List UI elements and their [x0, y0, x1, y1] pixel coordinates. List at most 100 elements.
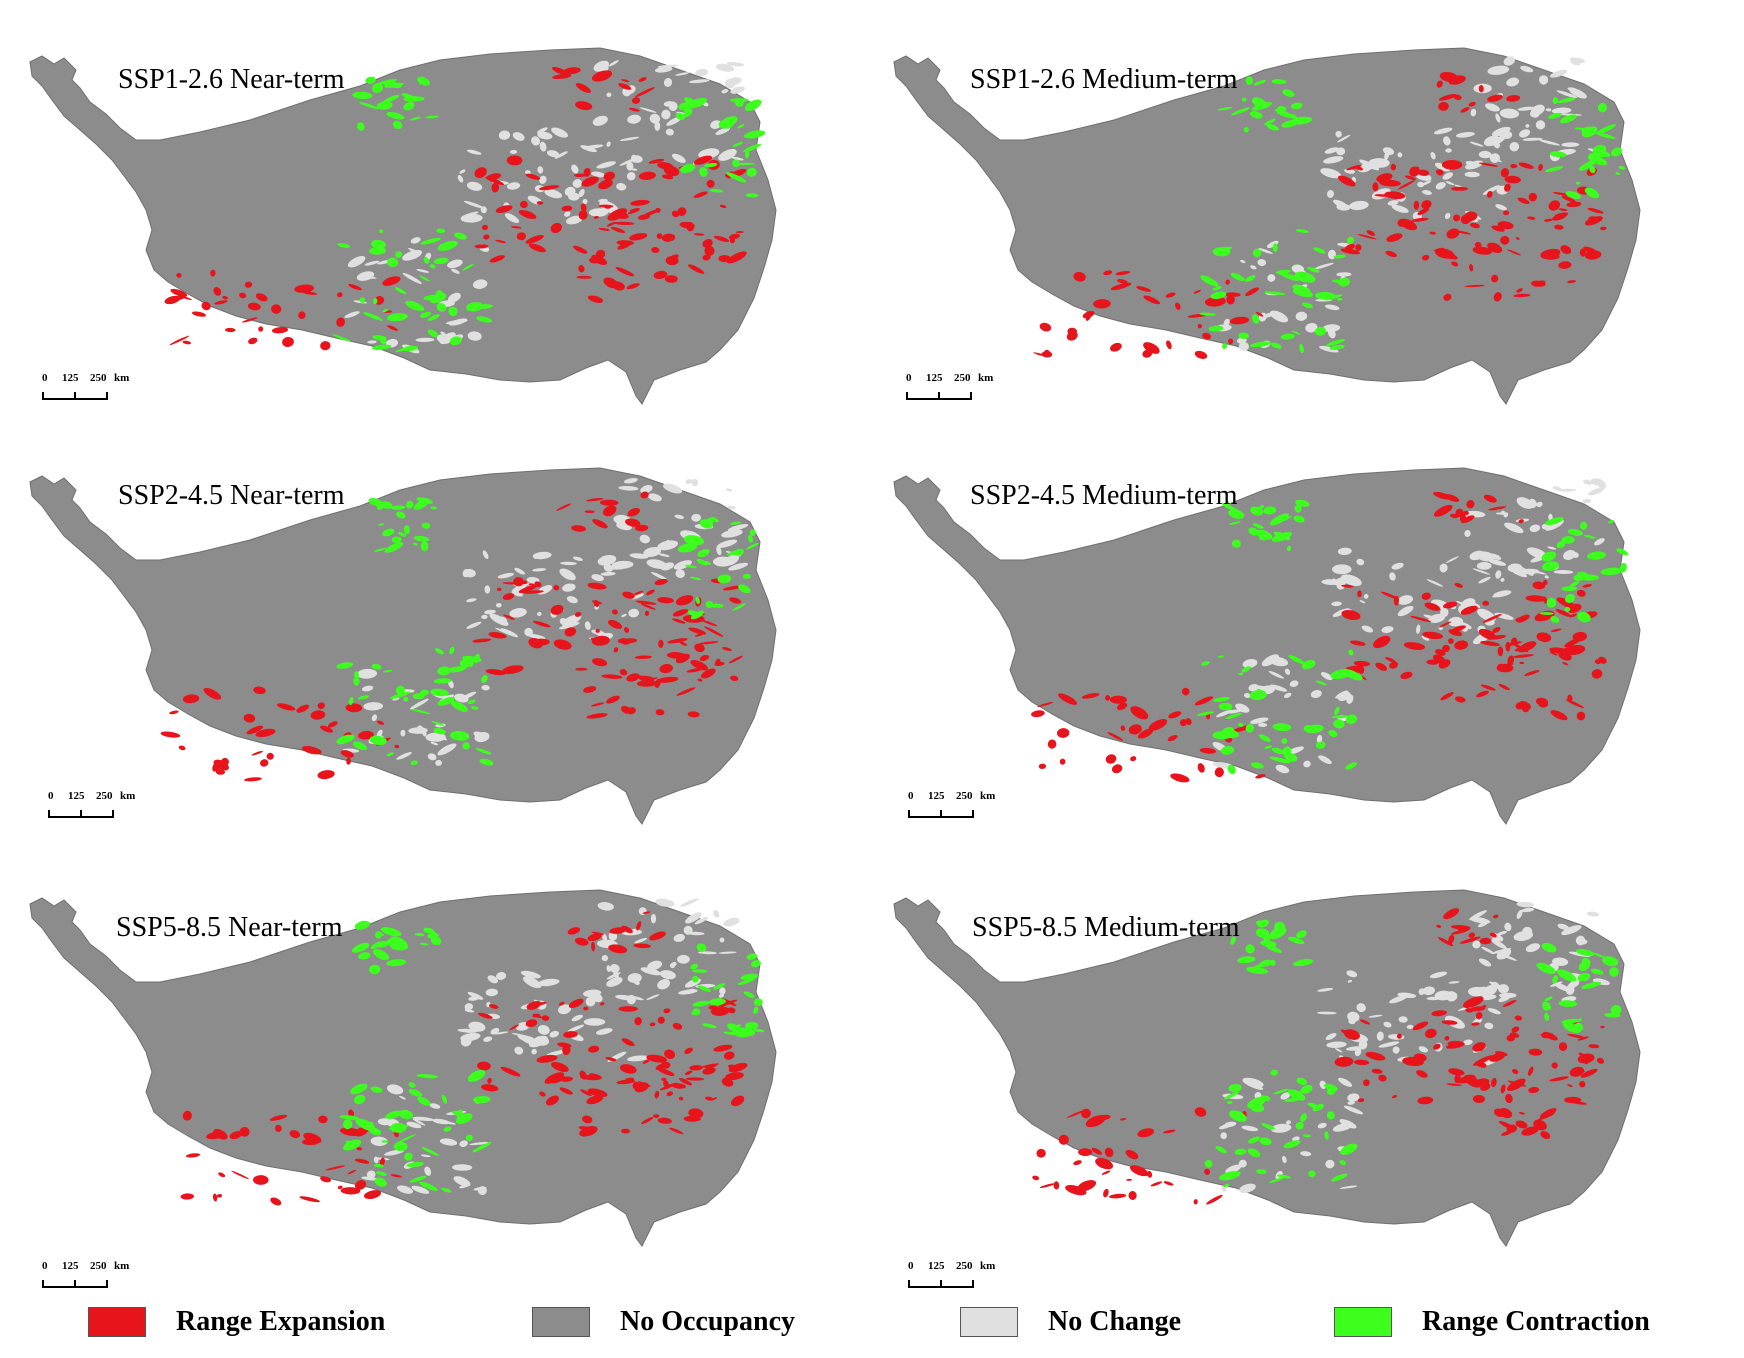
range-expansion-patch: [1453, 94, 1462, 100]
no-change-patch: [1224, 1121, 1237, 1128]
range-expansion-patch: [340, 1187, 361, 1195]
range-contraction-patch: [1561, 536, 1575, 544]
range-contraction-patch: [745, 150, 750, 159]
range-expansion-patch: [1480, 640, 1501, 647]
range-contraction-patch: [720, 116, 738, 127]
range-contraction-patch: [391, 536, 402, 543]
no-change-patch: [661, 109, 671, 120]
no-change-patch: [716, 539, 738, 549]
range-contraction-patch: [467, 1069, 486, 1082]
range-expansion-patch: [1179, 719, 1188, 727]
no-change-patch: [1517, 106, 1535, 111]
range-expansion-patch: [1470, 1006, 1486, 1012]
range-expansion-patch: [1202, 332, 1212, 340]
no-change-patch: [493, 1031, 509, 1035]
range-contraction-patch: [1546, 597, 1557, 608]
no-change-patch: [1378, 1041, 1400, 1048]
scale-bar: 0 125 250 km: [908, 790, 1028, 830]
no-change-patch: [1488, 136, 1506, 146]
range-expansion-patch: [587, 933, 602, 942]
range-expansion-patch: [619, 1064, 637, 1074]
range-expansion-patch: [337, 1185, 343, 1190]
range-expansion-patch: [1562, 662, 1569, 666]
range-expansion-patch: [269, 1114, 288, 1121]
no-change-patch: [1529, 524, 1541, 533]
range-expansion-patch: [646, 1054, 667, 1063]
range-contraction-patch: [1219, 1171, 1241, 1181]
no-change-patch: [1507, 563, 1523, 573]
range-expansion-patch: [583, 686, 597, 693]
plateau-map: [29, 467, 777, 825]
no-change-patch: [373, 1156, 379, 1164]
range-expansion-patch: [222, 295, 228, 300]
range-expansion-patch: [1435, 248, 1455, 259]
range-expansion-patch: [253, 686, 266, 695]
no-change-patch: [511, 585, 523, 594]
range-contraction-patch: [1314, 326, 1327, 336]
no-change-patch: [673, 933, 686, 942]
range-expansion-patch: [247, 302, 261, 311]
scale-tick-125: 125: [62, 1260, 79, 1272]
no-change-patch: [1496, 948, 1512, 960]
range-expansion-patch: [1163, 1181, 1174, 1186]
range-contraction-patch: [1275, 108, 1292, 118]
no-change-patch: [601, 954, 609, 962]
no-change-patch: [1335, 130, 1342, 138]
no-change-patch: [673, 560, 692, 570]
no-change-patch: [1498, 994, 1512, 1003]
no-change-patch: [718, 148, 737, 161]
range-expansion-patch: [728, 1062, 748, 1073]
no-change-patch: [386, 1084, 404, 1095]
range-expansion-patch: [216, 1193, 223, 1198]
no-change-patch: [1397, 992, 1417, 999]
no-change-patch: [723, 917, 740, 927]
range-contraction-patch: [358, 952, 371, 960]
range-expansion-patch: [620, 705, 632, 714]
range-expansion-patch: [363, 1190, 382, 1200]
plateau-map: [29, 47, 777, 405]
no-change-patch: [640, 485, 653, 494]
no-change-patch: [640, 967, 661, 976]
range-expansion-patch: [482, 224, 488, 231]
no-change-patch: [1491, 939, 1507, 949]
no-change-patch: [626, 161, 634, 171]
range-expansion-patch: [1093, 1114, 1111, 1122]
no-change-patch: [558, 1004, 572, 1015]
range-expansion-patch: [1440, 692, 1454, 701]
range-contraction-patch: [1561, 586, 1578, 592]
no-change-patch: [1324, 147, 1339, 154]
range-contraction-patch: [749, 529, 756, 536]
range-expansion-patch: [591, 635, 610, 646]
scale-bar: 0 125 250 km: [42, 1260, 162, 1300]
range-expansion-patch: [270, 1197, 282, 1206]
no-change-patch: [1487, 155, 1502, 163]
no-change-patch: [1418, 988, 1425, 996]
range-expansion-patch: [182, 1110, 192, 1121]
range-expansion-patch: [169, 335, 190, 346]
range-contraction-patch: [1252, 523, 1264, 529]
plateau-outline: [29, 889, 777, 1247]
range-expansion-patch: [1527, 1066, 1534, 1076]
range-expansion-patch: [1130, 756, 1137, 762]
range-expansion-patch: [622, 591, 635, 599]
range-contraction-patch: [1230, 272, 1245, 282]
range-expansion-patch: [669, 1127, 684, 1135]
no-change-patch: [1481, 946, 1494, 954]
range-contraction-patch: [1270, 342, 1282, 349]
no-change-patch: [1498, 984, 1509, 994]
no-change-patch: [666, 116, 682, 126]
range-expansion-patch: [1451, 261, 1459, 267]
no-change-patch: [1520, 65, 1534, 73]
range-contraction-patch: [413, 535, 430, 542]
no-change-patch: [1292, 1136, 1300, 1142]
range-expansion-patch: [201, 301, 211, 311]
range-contraction-patch: [1271, 79, 1287, 85]
no-change-patch: [1250, 265, 1257, 270]
no-change-patch: [406, 1121, 422, 1129]
range-expansion-patch: [657, 597, 674, 604]
range-expansion-patch: [1441, 1020, 1458, 1025]
range-expansion-patch: [525, 1019, 538, 1028]
range-expansion-patch: [1128, 1191, 1137, 1200]
range-contraction-patch: [1231, 539, 1241, 548]
range-expansion-patch: [1400, 671, 1413, 680]
